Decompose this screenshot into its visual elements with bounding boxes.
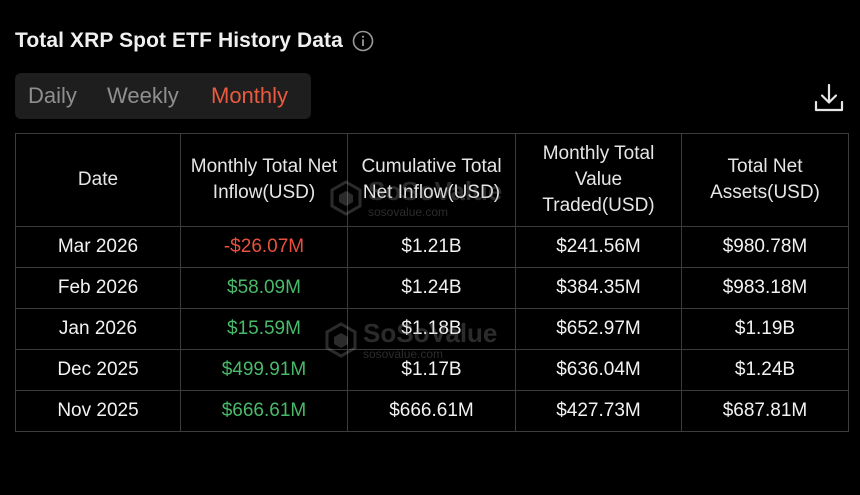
table-header-row: Date Monthly Total Net Inflow(USD) Cumul… bbox=[15, 133, 849, 227]
cell-net-assets: $1.24B bbox=[681, 349, 849, 391]
column-header-value-traded: Monthly Total Value Traded(USD) bbox=[515, 133, 682, 227]
table-row: Nov 2025 $666.61M $666.61M $427.73M $687… bbox=[15, 390, 849, 432]
cell-net-assets: $687.81M bbox=[681, 390, 849, 432]
cell-cumulative-inflow: $1.18B bbox=[347, 308, 516, 350]
table-row: Dec 2025 $499.91M $1.17B $636.04M $1.24B bbox=[15, 349, 849, 391]
cell-value-traded: $652.97M bbox=[515, 308, 682, 350]
tab-monthly[interactable]: Monthly bbox=[211, 83, 289, 108]
column-header-net-inflow: Monthly Total Net Inflow(USD) bbox=[180, 133, 348, 227]
cell-date: Nov 2025 bbox=[15, 390, 181, 432]
cell-date: Feb 2026 bbox=[15, 267, 181, 309]
cell-value-traded: $384.35M bbox=[515, 267, 682, 309]
cell-net-assets: $983.18M bbox=[681, 267, 849, 309]
tab-daily[interactable]: Daily bbox=[28, 83, 77, 108]
tab-weekly[interactable]: Weekly bbox=[107, 83, 179, 108]
download-icon[interactable] bbox=[813, 82, 845, 114]
table-row: Feb 2026 $58.09M $1.24B $384.35M $983.18… bbox=[15, 267, 849, 309]
cell-cumulative-inflow: $1.21B bbox=[347, 226, 516, 268]
cell-cumulative-inflow: $666.61M bbox=[347, 390, 516, 432]
cell-net-assets: $1.19B bbox=[681, 308, 849, 350]
column-header-net-assets: Total Net Assets(USD) bbox=[681, 133, 849, 227]
table-row: Jan 2026 $15.59M $1.18B $652.97M $1.19B bbox=[15, 308, 849, 350]
cell-date: Mar 2026 bbox=[15, 226, 181, 268]
table-row: Mar 2026 -$26.07M $1.21B $241.56M $980.7… bbox=[15, 226, 849, 268]
cell-value-traded: $427.73M bbox=[515, 390, 682, 432]
page-title: Total XRP Spot ETF History Data bbox=[15, 29, 343, 52]
cell-net-inflow: $499.91M bbox=[180, 349, 348, 391]
cell-cumulative-inflow: $1.24B bbox=[347, 267, 516, 309]
cell-cumulative-inflow: $1.17B bbox=[347, 349, 516, 391]
cell-net-inflow: -$26.07M bbox=[180, 226, 348, 268]
cell-date: Jan 2026 bbox=[15, 308, 181, 350]
cell-net-inflow: $58.09M bbox=[180, 267, 348, 309]
cell-date: Dec 2025 bbox=[15, 349, 181, 391]
title-row: Total XRP Spot ETF History Data bbox=[15, 26, 374, 56]
cell-net-inflow: $15.59M bbox=[180, 308, 348, 350]
column-header-date: Date bbox=[15, 133, 181, 227]
column-header-cumulative-inflow: Cumulative Total Net Inflow(USD) bbox=[347, 133, 516, 227]
cell-net-inflow: $666.61M bbox=[180, 390, 348, 432]
etf-history-table: Date Monthly Total Net Inflow(USD) Cumul… bbox=[15, 133, 849, 432]
cell-value-traded: $636.04M bbox=[515, 349, 682, 391]
cell-value-traded: $241.56M bbox=[515, 226, 682, 268]
cell-net-assets: $980.78M bbox=[681, 226, 849, 268]
info-icon[interactable] bbox=[352, 30, 374, 52]
period-tabs: Daily Weekly Monthly bbox=[15, 73, 311, 119]
